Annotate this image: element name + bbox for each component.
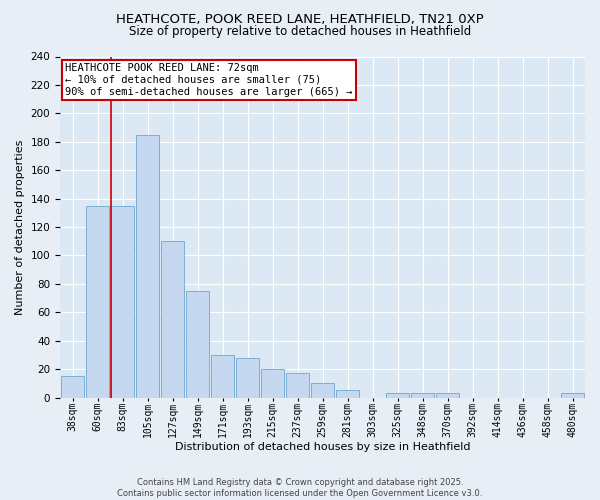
Text: Size of property relative to detached houses in Heathfield: Size of property relative to detached ho…	[129, 25, 471, 38]
Bar	[436, 394, 460, 398]
Bar	[286, 374, 310, 398]
Y-axis label: Number of detached properties: Number of detached properties	[15, 140, 25, 314]
Bar	[335, 390, 359, 398]
Text: HEATHCOTE, POOK REED LANE, HEATHFIELD, TN21 0XP: HEATHCOTE, POOK REED LANE, HEATHFIELD, T…	[116, 12, 484, 26]
Bar	[386, 394, 409, 398]
Bar	[311, 384, 334, 398]
Bar	[136, 134, 160, 398]
Text: HEATHCOTE POOK REED LANE: 72sqm
← 10% of detached houses are smaller (75)
90% of: HEATHCOTE POOK REED LANE: 72sqm ← 10% of…	[65, 64, 353, 96]
Bar	[236, 358, 259, 398]
Bar	[185, 291, 209, 398]
Text: Contains HM Land Registry data © Crown copyright and database right 2025.
Contai: Contains HM Land Registry data © Crown c…	[118, 478, 482, 498]
Bar	[61, 376, 85, 398]
Bar	[260, 369, 284, 398]
Bar	[560, 394, 584, 398]
Bar	[410, 394, 434, 398]
Bar	[86, 206, 109, 398]
Bar	[161, 241, 184, 398]
Bar	[211, 355, 235, 398]
X-axis label: Distribution of detached houses by size in Heathfield: Distribution of detached houses by size …	[175, 442, 470, 452]
Bar	[110, 206, 134, 398]
